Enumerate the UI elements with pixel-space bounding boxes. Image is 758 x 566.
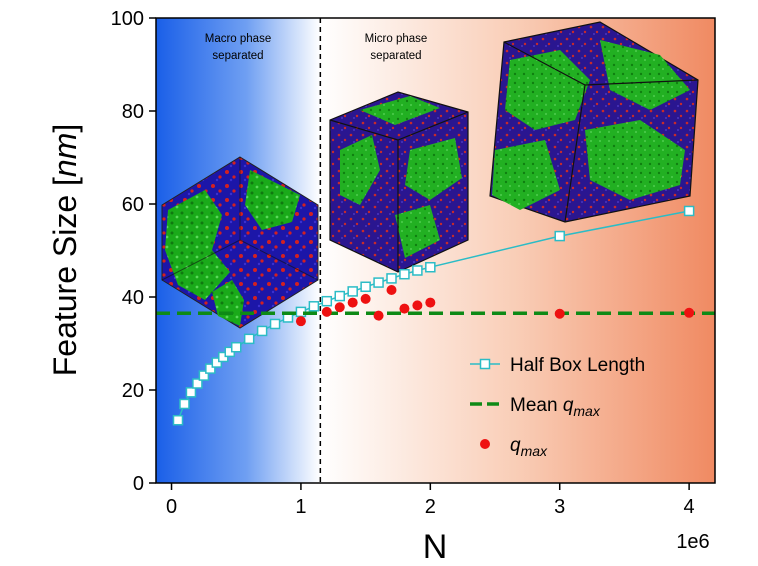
half-box-length-marker bbox=[230, 341, 242, 353]
half-box-length-marker bbox=[554, 230, 565, 242]
x-tick-label: 0 bbox=[166, 496, 177, 518]
half-box-length-marker bbox=[211, 357, 223, 368]
y-tick-label: 20 bbox=[122, 380, 144, 402]
half-box-length-marker bbox=[321, 295, 333, 307]
half-box-length-marker bbox=[412, 265, 423, 276]
y-axis-label: Feature Size [nm] bbox=[47, 124, 83, 377]
x-tick-label: 1 bbox=[295, 496, 306, 518]
legend-mean-qmax-q: q bbox=[563, 395, 574, 416]
y-tick-label: 40 bbox=[122, 287, 144, 309]
half-box-length-marker bbox=[269, 318, 281, 330]
legend-qmax-label: qmax bbox=[510, 435, 548, 459]
macro-region-label-line2: separated bbox=[212, 50, 263, 62]
x-tick-label: 4 bbox=[684, 496, 695, 518]
half-box-length-marker bbox=[205, 363, 216, 374]
macro-hexagon-edges bbox=[161, 157, 319, 281]
half-box-length-marker bbox=[185, 387, 197, 398]
half-box-length-marker bbox=[347, 286, 358, 297]
x-axis-label: N bbox=[423, 528, 448, 566]
micro-phase-cube-small-image bbox=[329, 91, 469, 273]
qmax-point bbox=[412, 300, 423, 311]
y-axis-label-unit: nm bbox=[47, 133, 83, 177]
half-box-length-marker bbox=[386, 273, 397, 284]
macro-green-domain-top bbox=[245, 170, 300, 230]
y-tick-label: 80 bbox=[122, 101, 144, 123]
half-box-length-marker bbox=[172, 414, 184, 426]
half-box-length-marker bbox=[425, 261, 436, 273]
half-box-length-marker bbox=[308, 301, 320, 312]
macro-phase-structure-image bbox=[161, 156, 319, 329]
large-cube-edges bbox=[503, 41, 699, 223]
half-box-length-marker bbox=[198, 370, 210, 381]
qmax-point bbox=[334, 302, 345, 313]
legend-qmax-q: q bbox=[510, 435, 521, 456]
small-cube-green-1 bbox=[340, 135, 380, 205]
qmax-point bbox=[399, 303, 410, 314]
macro-region-label-line1: Macro phase bbox=[205, 33, 271, 45]
data-layer bbox=[156, 205, 715, 426]
micro-region-label-line2: separated bbox=[370, 50, 421, 62]
legend-half-box-marker bbox=[479, 358, 491, 370]
half-box-length-marker bbox=[243, 333, 255, 345]
large-cube-green-2 bbox=[600, 40, 690, 110]
half-box-length-marker bbox=[373, 277, 384, 288]
y-axis-label-end: ] bbox=[47, 124, 83, 133]
macro-green-domain-left bbox=[165, 190, 230, 300]
y-tick-label: 0 bbox=[133, 473, 144, 495]
y-axis-label-main: Feature Size [ bbox=[47, 177, 83, 376]
small-cube-edges bbox=[329, 111, 469, 272]
qmax-point bbox=[684, 307, 695, 318]
legend-mean-qmax-sub: max bbox=[573, 403, 600, 419]
x-axis-multiplier: 1e6 bbox=[676, 531, 709, 553]
micro-phase-cube-large-image bbox=[489, 21, 699, 223]
half-box-length-marker bbox=[256, 325, 268, 337]
legend-half-box-label: Half Box Length bbox=[510, 355, 645, 376]
qmax-point bbox=[295, 316, 306, 327]
small-cube-green-3 bbox=[360, 96, 440, 125]
legend-qmax-marker bbox=[480, 439, 490, 449]
inset-images bbox=[161, 21, 699, 329]
large-cube-green-3 bbox=[492, 140, 560, 210]
legend-mean-qmax-label: Mean qmax bbox=[510, 395, 601, 419]
legend-qmax-sub: max bbox=[521, 443, 548, 459]
qmax-point bbox=[554, 308, 565, 319]
micro-region-label-line1: Micro phase bbox=[365, 33, 428, 45]
small-cube-green-2 bbox=[405, 138, 462, 200]
half-box-length-marker bbox=[334, 290, 345, 302]
qmax-point bbox=[425, 297, 436, 308]
half-box-length-marker bbox=[399, 268, 410, 280]
qmax-point bbox=[386, 285, 397, 296]
legend-mean-qmax-main: Mean bbox=[510, 395, 563, 416]
plot-frame bbox=[155, 17, 716, 484]
qmax-point bbox=[347, 297, 358, 308]
large-cube-green-4 bbox=[585, 120, 685, 200]
x-tick-label: 2 bbox=[425, 496, 436, 518]
y-tick-label: 100 bbox=[111, 8, 144, 30]
y-tick-label: 60 bbox=[122, 194, 144, 216]
qmax-point bbox=[321, 306, 332, 317]
half-box-length-marker bbox=[179, 398, 190, 410]
half-box-length-marker bbox=[683, 205, 695, 217]
large-cube-green-1 bbox=[505, 50, 590, 130]
half-box-length-marker bbox=[192, 378, 203, 389]
qmax-point bbox=[360, 293, 371, 304]
small-cube-green-4 bbox=[395, 205, 440, 258]
qmax-point bbox=[373, 310, 384, 321]
x-tick-label: 3 bbox=[554, 496, 565, 518]
half-box-length-marker bbox=[360, 281, 371, 293]
